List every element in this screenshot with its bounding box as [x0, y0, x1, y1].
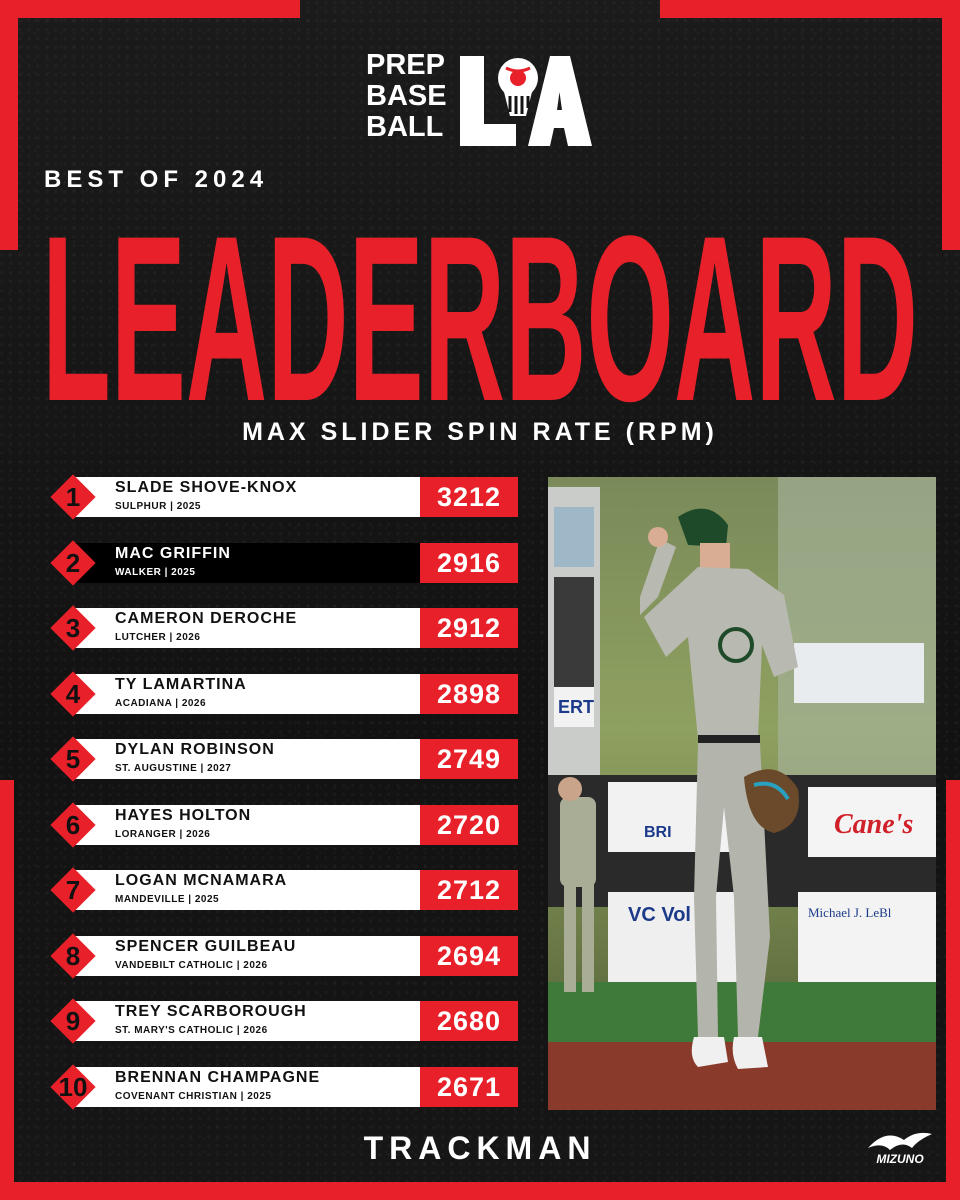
spin-rate-value: 3212 — [420, 477, 518, 517]
rank-number: 10 — [58, 1072, 88, 1102]
frame-stripe — [660, 0, 960, 18]
frame-stripe — [0, 0, 300, 18]
player-school-class: LUTCHER | 2026 — [115, 632, 201, 643]
rank-number: 6 — [65, 810, 81, 840]
leaderboard-row: 6 HAYES HOLTON LORANGER | 2026 2720 — [44, 802, 518, 848]
leaderboard-row: 7 LOGAN MCNAMARA MANDEVILLE | 2025 2712 — [44, 867, 518, 913]
logo-line: PREP — [366, 49, 445, 81]
headline-text: LEADERBOARD — [42, 188, 918, 418]
player-school-class: ST. MARY'S CATHOLIC | 2026 — [115, 1025, 268, 1036]
rank-number: 8 — [65, 941, 81, 971]
leaderboard-row: 4 TY LAMARTINA ACADIANA | 2026 2898 — [44, 671, 518, 717]
leaderboard-row: 2 MAC GRIFFIN WALKER | 2025 2916 — [44, 540, 518, 586]
row-bar — [74, 1067, 420, 1107]
rank-number: 5 — [65, 744, 81, 774]
player-school-class: LORANGER | 2026 — [115, 829, 211, 840]
frame-stripe — [946, 780, 960, 1200]
spin-rate-value: 2898 — [420, 674, 518, 714]
spin-rate-value: 2916 — [420, 543, 518, 583]
player-name: CAMERON DEROCHE — [115, 610, 298, 627]
player-name: BRENNAN CHAMPAGNE — [115, 1069, 321, 1086]
player-school-class: VANDEBILT CATHOLIC | 2026 — [115, 960, 268, 971]
row-bar — [74, 608, 420, 648]
logo-line: BASE — [366, 80, 447, 112]
frame-stripe — [942, 0, 960, 250]
player-name: DYLAN ROBINSON — [115, 741, 275, 758]
spin-rate-value: 2712 — [420, 870, 518, 910]
spin-rate-value: 2671 — [420, 1067, 518, 1107]
headline: LEADERBOARD — [42, 188, 918, 418]
leaderboard-row: 10 BRENNAN CHAMPAGNE COVENANT CHRISTIAN | … — [44, 1064, 518, 1110]
player-name: TREY SCARBOROUGH — [115, 1003, 307, 1020]
stat-subtitle: MAX SLIDER SPIN RATE (RPM) — [242, 418, 718, 446]
leaderboard-row: 3 CAMERON DEROCHE LUTCHER | 2026 2912 — [44, 605, 518, 651]
mizuno-runbird-icon — [868, 1132, 932, 1150]
player-name: TY LAMARTINA — [115, 676, 247, 693]
player-school-class: ST. AUGUSTINE | 2027 — [115, 763, 232, 774]
rank-number: 2 — [65, 548, 81, 578]
sign-text: Michael J. LeBl — [808, 905, 892, 920]
logo-la-mark-icon — [460, 56, 592, 146]
player-school-class: COVENANT CHRISTIAN | 2025 — [115, 1091, 272, 1102]
logo-wordmark: PREP BASE BALL — [366, 50, 447, 143]
row-bar — [74, 477, 420, 517]
frame-stripe — [0, 780, 14, 1200]
player-name: SPENCER GUILBEAU — [115, 938, 297, 955]
trackman-sponsor: TRACKMAN — [363, 1130, 597, 1166]
rank-number: 4 — [65, 679, 81, 709]
spin-rate-value: 2912 — [420, 608, 518, 648]
pitcher-photo: ERT BRI Cane's VC Vol Michael J. LeBl — [548, 477, 936, 1110]
mizuno-wordmark: MIZUNO — [876, 1152, 924, 1166]
player-school-class: SULPHUR | 2025 — [115, 501, 201, 512]
leaderboard-row: 8 SPENCER GUILBEAU VANDEBILT CATHOLIC | 20… — [44, 933, 518, 979]
leaderboard-row: 5 DYLAN ROBINSON ST. AUGUSTINE | 2027 2749 — [44, 736, 518, 782]
rank-number: 1 — [65, 482, 81, 512]
sign-text: VC Vol — [628, 904, 691, 926]
frame-stripe — [0, 0, 18, 250]
sign-text: Cane's — [834, 809, 913, 840]
player-name: MAC GRIFFIN — [115, 545, 231, 562]
spin-rate-value: 2680 — [420, 1001, 518, 1041]
spin-rate-value: 2694 — [420, 936, 518, 976]
rank-number: 3 — [65, 613, 81, 643]
player-name: HAYES HOLTON — [115, 807, 252, 824]
row-bar — [74, 870, 420, 910]
frame-stripe — [0, 1182, 960, 1200]
spin-rate-value: 2720 — [420, 805, 518, 845]
prep-baseball-la-logo: PREP BASE BALL — [366, 50, 596, 150]
mizuno-logo: MIZUNO — [862, 1126, 938, 1166]
leaderboard-row: 9 TREY SCARBOROUGH ST. MARY'S CATHOLIC | 2… — [44, 998, 518, 1044]
rank-number: 9 — [65, 1006, 81, 1036]
row-bar — [74, 739, 420, 779]
sign-text: BRI — [644, 824, 672, 841]
rank-number: 7 — [65, 875, 81, 905]
player-school-class: ACADIANA | 2026 — [115, 698, 207, 709]
logo-line: BALL — [366, 111, 444, 143]
spin-rate-value: 2749 — [420, 739, 518, 779]
player-school-class: WALKER | 2025 — [115, 567, 196, 578]
player-name: SLADE SHOVE-KNOX — [115, 479, 298, 496]
row-bar — [74, 543, 420, 583]
row-bar — [74, 936, 420, 976]
player-school-class: MANDEVILLE | 2025 — [115, 894, 220, 905]
player-name: LOGAN MCNAMARA — [115, 872, 288, 889]
row-bar — [74, 805, 420, 845]
kicker-text: BEST OF 2024 — [44, 166, 269, 193]
row-bar — [74, 1001, 420, 1041]
row-bar — [74, 674, 420, 714]
sign-text: ERT — [558, 697, 594, 717]
leaderboard-row: 1 SLADE SHOVE-KNOX SULPHUR | 2025 3212 — [44, 474, 518, 520]
